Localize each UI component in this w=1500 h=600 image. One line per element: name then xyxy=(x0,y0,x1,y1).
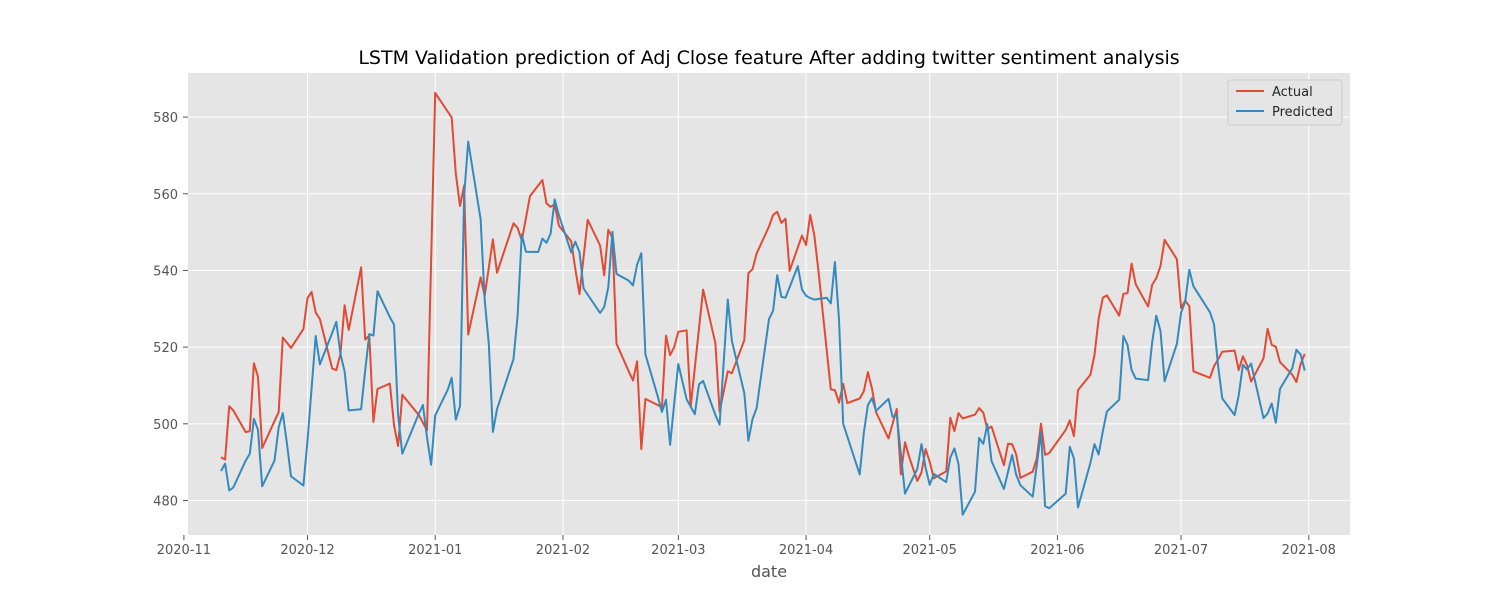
y-tick-label: 500 xyxy=(153,418,178,433)
plot-background xyxy=(188,73,1350,535)
series-line-predicted xyxy=(220,140,1306,516)
x-tick-label: 2021-05 xyxy=(903,543,957,558)
legend: Actual Predicted xyxy=(1227,79,1343,126)
y-tick-label: 520 xyxy=(153,341,178,356)
chart-title: LSTM Validation prediction of Adj Close … xyxy=(358,47,1179,69)
series-lines xyxy=(220,91,1306,516)
x-tick-label: 2021-07 xyxy=(1154,543,1208,558)
x-tick-label: 2021-04 xyxy=(779,543,833,558)
y-tick-label: 480 xyxy=(153,494,178,509)
series-line-actual xyxy=(220,91,1306,482)
x-axis-label: date xyxy=(751,562,787,581)
y-tick-label: 580 xyxy=(153,111,178,126)
x-tick-label: 2021-03 xyxy=(651,543,705,558)
x-tick-label: 2021-01 xyxy=(408,543,462,558)
x-tick-label: 2020-11 xyxy=(157,543,211,558)
legend-label-actual: Actual xyxy=(1272,85,1313,100)
x-tick-label: 2021-02 xyxy=(536,543,590,558)
y-tick-label: 560 xyxy=(153,188,178,203)
axis-ticks: 480 500 520 540 560 580 2020-11 2020-12 2021-01 2… xyxy=(153,111,1336,558)
x-tick-label: 2021-08 xyxy=(1282,543,1336,558)
legend-label-predicted: Predicted xyxy=(1272,105,1333,120)
x-tick-label: 2020-12 xyxy=(280,543,334,558)
y-tick-label: 540 xyxy=(153,264,178,279)
x-tick-label: 2021-06 xyxy=(1030,543,1084,558)
